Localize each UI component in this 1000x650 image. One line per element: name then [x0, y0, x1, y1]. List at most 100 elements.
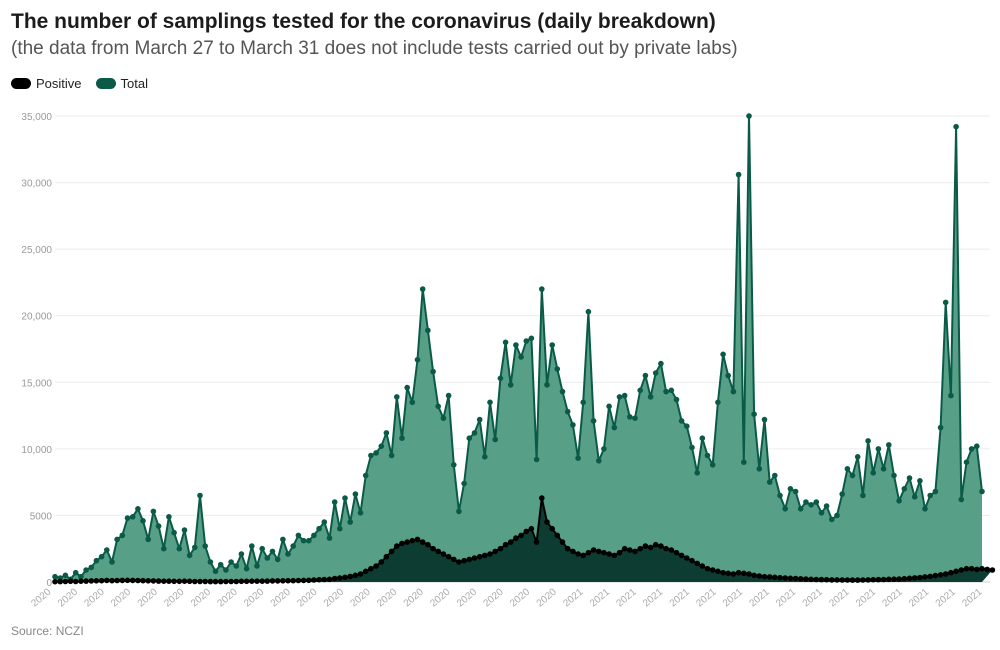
total-point[interactable]	[212, 568, 219, 575]
positive-point[interactable]	[507, 539, 514, 545]
total-point[interactable]	[202, 543, 208, 549]
positive-point[interactable]	[274, 578, 281, 584]
total-point[interactable]	[927, 492, 933, 499]
positive-point[interactable]	[865, 577, 871, 583]
positive-point[interactable]	[818, 576, 825, 583]
total-point[interactable]	[854, 454, 861, 460]
positive-point[interactable]	[52, 578, 58, 585]
positive-point[interactable]	[808, 576, 814, 583]
positive-point[interactable]	[98, 577, 105, 584]
positive-point[interactable]	[419, 539, 426, 545]
total-point[interactable]	[834, 512, 840, 519]
positive-point[interactable]	[249, 578, 255, 584]
total-point[interactable]	[155, 523, 162, 529]
total-point[interactable]	[580, 399, 586, 406]
total-point[interactable]	[668, 387, 675, 394]
positive-point[interactable]	[829, 577, 835, 583]
positive-point[interactable]	[513, 535, 519, 541]
total-point[interactable]	[254, 563, 260, 569]
positive-point[interactable]	[259, 578, 266, 584]
positive-point[interactable]	[673, 549, 680, 556]
total-point[interactable]	[264, 555, 271, 561]
total-point[interactable]	[497, 375, 504, 382]
total-point[interactable]	[652, 370, 659, 376]
total-point[interactable]	[461, 480, 467, 487]
total-point[interactable]	[844, 466, 851, 472]
positive-point[interactable]	[839, 577, 845, 583]
positive-point[interactable]	[404, 539, 411, 545]
positive-point[interactable]	[290, 577, 297, 584]
positive-point[interactable]	[896, 576, 902, 582]
positive-point[interactable]	[497, 545, 504, 552]
positive-point[interactable]	[932, 572, 939, 579]
total-point[interactable]	[321, 519, 328, 525]
positive-point[interactable]	[725, 570, 731, 577]
positive-point[interactable]	[207, 578, 214, 585]
total-point[interactable]	[621, 392, 628, 399]
positive-point[interactable]	[948, 569, 954, 576]
total-point[interactable]	[777, 492, 783, 499]
total-point[interactable]	[642, 372, 649, 379]
total-point[interactable]	[761, 416, 768, 423]
total-point[interactable]	[342, 495, 348, 501]
positive-point[interactable]	[425, 541, 431, 548]
total-point[interactable]	[404, 384, 411, 391]
total-point[interactable]	[689, 444, 695, 451]
total-point[interactable]	[259, 545, 266, 552]
total-point[interactable]	[145, 536, 151, 543]
positive-point[interactable]	[632, 548, 638, 555]
positive-point[interactable]	[435, 548, 442, 555]
positive-point[interactable]	[518, 532, 524, 539]
total-point[interactable]	[725, 372, 731, 379]
total-point[interactable]	[880, 466, 887, 472]
positive-point[interactable]	[269, 578, 276, 584]
total-point[interactable]	[932, 488, 939, 495]
positive-point[interactable]	[502, 541, 509, 548]
positive-point[interactable]	[243, 578, 250, 585]
positive-point[interactable]	[927, 573, 933, 580]
positive-point[interactable]	[347, 573, 354, 580]
total-point[interactable]	[590, 418, 597, 424]
total-point[interactable]	[181, 527, 188, 533]
positive-point[interactable]	[870, 576, 876, 583]
positive-point[interactable]	[823, 576, 830, 583]
total-point[interactable]	[979, 488, 985, 495]
positive-point[interactable]	[891, 576, 897, 582]
positive-point[interactable]	[627, 547, 633, 553]
positive-point[interactable]	[637, 545, 643, 552]
positive-point[interactable]	[844, 577, 851, 583]
positive-point[interactable]	[186, 578, 193, 585]
total-point[interactable]	[570, 422, 576, 428]
positive-point[interactable]	[316, 576, 322, 583]
total-point[interactable]	[72, 569, 79, 576]
positive-point[interactable]	[647, 544, 654, 551]
positive-point[interactable]	[689, 557, 695, 564]
positive-point[interactable]	[684, 555, 690, 561]
total-point[interactable]	[507, 382, 514, 388]
total-point[interactable]	[451, 462, 457, 468]
total-point[interactable]	[119, 532, 126, 539]
total-point[interactable]	[300, 537, 307, 544]
total-point[interactable]	[559, 388, 566, 395]
total-point[interactable]	[849, 472, 856, 479]
total-point[interactable]	[192, 544, 198, 551]
total-point[interactable]	[331, 499, 338, 505]
total-point[interactable]	[611, 424, 618, 431]
total-point[interactable]	[901, 486, 908, 492]
total-point[interactable]	[963, 459, 970, 466]
total-point[interactable]	[394, 394, 400, 400]
total-point[interactable]	[658, 360, 664, 367]
total-point[interactable]	[440, 415, 447, 422]
positive-point[interactable]	[476, 553, 483, 560]
positive-point[interactable]	[119, 577, 126, 584]
positive-point[interactable]	[78, 578, 84, 584]
positive-point[interactable]	[544, 519, 550, 525]
positive-point[interactable]	[109, 577, 115, 584]
total-point[interactable]	[818, 510, 825, 516]
total-point[interactable]	[52, 573, 58, 580]
total-point[interactable]	[792, 488, 799, 495]
total-point[interactable]	[518, 354, 524, 360]
positive-point[interactable]	[564, 545, 571, 552]
total-point[interactable]	[694, 470, 700, 476]
total-point[interactable]	[476, 416, 483, 423]
